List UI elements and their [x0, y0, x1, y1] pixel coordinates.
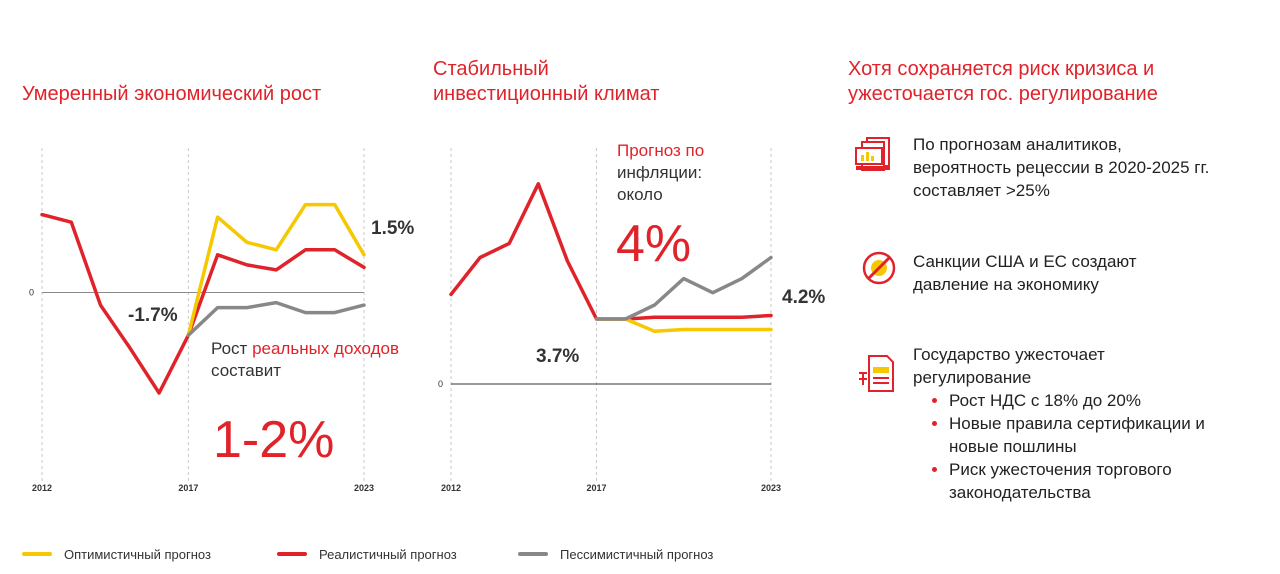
bullet-vat-text: Рост НДС с 18% до 20% — [949, 391, 1141, 410]
bullet-certification-line2: новые пошлины — [949, 437, 1077, 456]
sanctions-line2: давление на экономику — [913, 275, 1099, 294]
bullet-certification-line1: Новые правила сертификации и — [949, 414, 1205, 433]
real-income-note-post: составит — [211, 361, 282, 380]
legend-optimistic-swatch — [22, 552, 52, 556]
sanctions-text: Санкции США и ЕС создают давление на эко… — [913, 250, 1137, 296]
chart2-data-label-2: 4.2% — [782, 287, 825, 308]
legend-realistic: Реалистичный прогноз — [277, 544, 457, 564]
chart1-data-label-2: 1.5% — [371, 218, 414, 239]
chart2-xtick-2017: 2017 — [586, 483, 606, 493]
section3-title: Хотя сохраняется риск кризиса и ужесточа… — [848, 57, 1158, 107]
bullet-trade-law-line1: Риск ужесточения торгового — [949, 460, 1172, 479]
chart1-data-label-1: -1.7% — [128, 305, 178, 326]
recession-line1: По прогнозам аналитиков, — [913, 135, 1122, 154]
inflation-value: 4% — [616, 215, 692, 273]
section1-title: Умеренный экономический рост — [22, 83, 322, 105]
sanctions-icon — [862, 251, 896, 285]
real-income-value: 1-2% — [213, 411, 335, 469]
sanctions-line1: Санкции США и ЕС создают — [913, 252, 1137, 271]
regulation-document-icon — [859, 355, 894, 392]
bullet-trade-law-line2: законодательства — [949, 483, 1091, 502]
bullet-certification: Новые правила сертификации и новые пошлин… — [927, 412, 1205, 458]
chart2-series-optimistic-line — [594, 317, 773, 334]
chart1-series-realistic-line — [40, 212, 366, 395]
regulation-line2: регулирование — [913, 368, 1032, 387]
real-income-note: Рост реальных доходов составит — [211, 338, 399, 382]
regulation-bullets: Рост НДС с 18% до 20% Новые правила серт… — [927, 389, 1205, 504]
chart1-xtick-2023: 2023 — [354, 483, 374, 493]
legend-optimistic: Оптимистичный прогноз — [22, 544, 211, 564]
section3-title-line1: Хотя сохраняется риск кризиса и — [848, 58, 1155, 80]
chart2-data-label-1: 3.7% — [536, 346, 579, 367]
section2-title: Стабильный инвестиционный климат — [433, 57, 659, 107]
legend-pessimistic-label: Пессимистичный прогноз — [560, 546, 714, 562]
regulation-line1: Государство ужесточает — [913, 345, 1105, 364]
regulation-text: Государство ужесточает регулирование — [913, 343, 1105, 389]
section2-title-line2: инвестиционный климат — [433, 83, 660, 105]
inflation-note-line3: около — [617, 185, 663, 204]
bullet-trade-law: Риск ужесточения торгового законодательст… — [927, 458, 1205, 504]
inflation-note-line2: инфляции: — [617, 163, 703, 182]
chart2-xtick-2012: 2012 — [441, 483, 461, 493]
recession-text: По прогнозам аналитиков, вероятность рец… — [913, 133, 1209, 202]
legend-optimistic-label: Оптимистичный прогноз — [64, 546, 211, 562]
section3-title-line2: ужесточается гос. регулирование — [848, 83, 1158, 105]
bullet-vat: Рост НДС с 18% до 20% — [927, 389, 1205, 412]
recession-line2: вероятность рецессии в 2020-2025 гг. — [913, 158, 1210, 177]
chart1-xtick-2012: 2012 — [32, 483, 52, 493]
chart2-series-pessimistic-line — [594, 255, 773, 321]
inflation-note-red: Прогноз по — [617, 141, 705, 160]
chart1-xtick-2017: 2017 — [178, 483, 198, 493]
chart2-series-realistic-line — [449, 182, 773, 321]
legend-pessimistic-swatch — [518, 552, 548, 556]
chart1-zero-label: 0 — [29, 288, 34, 298]
legend-realistic-label: Реалистичный прогноз — [319, 546, 457, 562]
inflation-note: Прогноз по инфляции: около — [617, 140, 704, 206]
legend-realistic-swatch — [277, 552, 307, 556]
section2-title-line1: Стабильный — [433, 58, 549, 80]
chart1-series-pessimistic-line — [186, 300, 366, 337]
legend-pessimistic: Пессимистичный прогноз — [518, 544, 713, 564]
recession-line3: составляет >25% — [913, 181, 1050, 200]
chart1-series-optimistic-line — [186, 202, 366, 337]
real-income-note-red: реальных доходов — [252, 339, 400, 358]
document-chart-icon — [855, 137, 890, 171]
chart2-zero-label: 0 — [438, 379, 443, 389]
real-income-note-pre: Рост — [211, 339, 253, 358]
chart2-xtick-2023: 2023 — [761, 483, 781, 493]
